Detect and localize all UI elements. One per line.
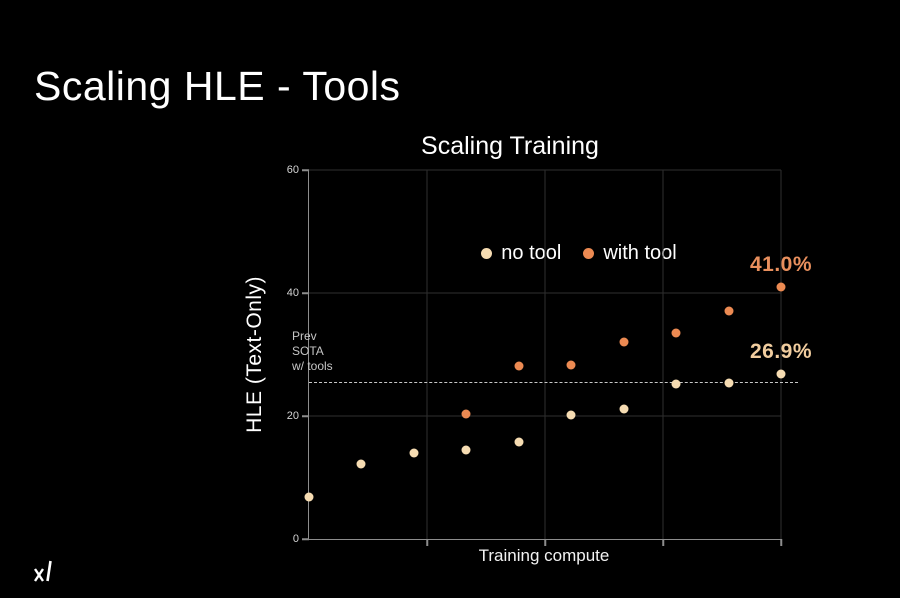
legend-item-with-tool: with tool bbox=[583, 242, 677, 265]
scatter-point-no-tool bbox=[514, 437, 524, 447]
chart-figure: Scaling Training HLE (Text-Only) no tool… bbox=[240, 132, 840, 592]
scatter-point-no-tool bbox=[671, 379, 681, 389]
plot-area: no tool with tool Prev SOTA w/ tools 0 20… bbox=[287, 164, 812, 546]
legend-label-no-tool: no tool bbox=[501, 242, 562, 264]
scatter-point-with-tool bbox=[461, 409, 471, 419]
scatter-point-no-tool bbox=[409, 448, 419, 458]
x-axis-label: Training compute bbox=[478, 546, 610, 565]
y-axis-tick bbox=[302, 292, 309, 294]
scatter-point-no-tool bbox=[724, 378, 734, 388]
y-tick-label: 40 bbox=[286, 286, 299, 299]
gridline-vertical bbox=[780, 170, 782, 539]
xai-logo bbox=[34, 560, 52, 582]
x-axis-tick bbox=[426, 539, 428, 546]
no-tool-dot-icon bbox=[481, 248, 493, 259]
chart-title: Scaling Training bbox=[421, 132, 599, 160]
y-tick-label: 0 bbox=[292, 533, 299, 545]
legend-label-with-tool: with tool bbox=[603, 242, 677, 264]
with-tool-dot-icon bbox=[583, 248, 595, 259]
scatter-point-no-tool bbox=[356, 459, 366, 469]
scatter-point-no-tool bbox=[776, 369, 786, 379]
scatter-point-with-tool bbox=[671, 328, 681, 338]
y-axis-tick bbox=[302, 538, 309, 540]
scatter-point-no-tool bbox=[304, 492, 314, 502]
x-axis-tick bbox=[544, 539, 546, 546]
y-axis-label: HLE (Text-Only) bbox=[240, 170, 270, 539]
scatter-point-no-tool bbox=[461, 445, 471, 455]
scatter-point-with-tool bbox=[619, 337, 629, 347]
scatter-point-no-tool bbox=[566, 410, 576, 420]
annotation-label: 26.9% bbox=[749, 339, 813, 363]
y-axis-tick bbox=[302, 415, 309, 417]
scatter-point-with-tool bbox=[514, 361, 524, 371]
scatter-point-with-tool bbox=[776, 282, 786, 292]
gridline-vertical bbox=[426, 170, 428, 539]
scatter-point-with-tool bbox=[566, 360, 576, 370]
chart-legend: no tool with tool bbox=[309, 242, 849, 265]
annotation-label: 41.0% bbox=[749, 252, 813, 276]
scatter-point-no-tool bbox=[619, 404, 629, 414]
prev-sota-dashed-line bbox=[309, 382, 798, 384]
prev-sota-label: Prev SOTA w/ tools bbox=[292, 329, 333, 373]
slide-title: Scaling HLE - Tools bbox=[34, 63, 401, 110]
legend-item-no-tool: no tool bbox=[481, 242, 561, 265]
y-tick-label: 60 bbox=[286, 164, 299, 176]
y-axis-label-text: HLE (Text-Only) bbox=[243, 276, 266, 433]
gridline-vertical bbox=[662, 170, 664, 539]
x-axis-tick bbox=[662, 539, 664, 546]
y-tick-label: 20 bbox=[286, 409, 299, 422]
x-axis-tick bbox=[780, 539, 782, 546]
scatter-point-with-tool bbox=[724, 306, 734, 316]
gridline-vertical bbox=[544, 170, 546, 539]
y-axis-tick bbox=[302, 169, 309, 171]
